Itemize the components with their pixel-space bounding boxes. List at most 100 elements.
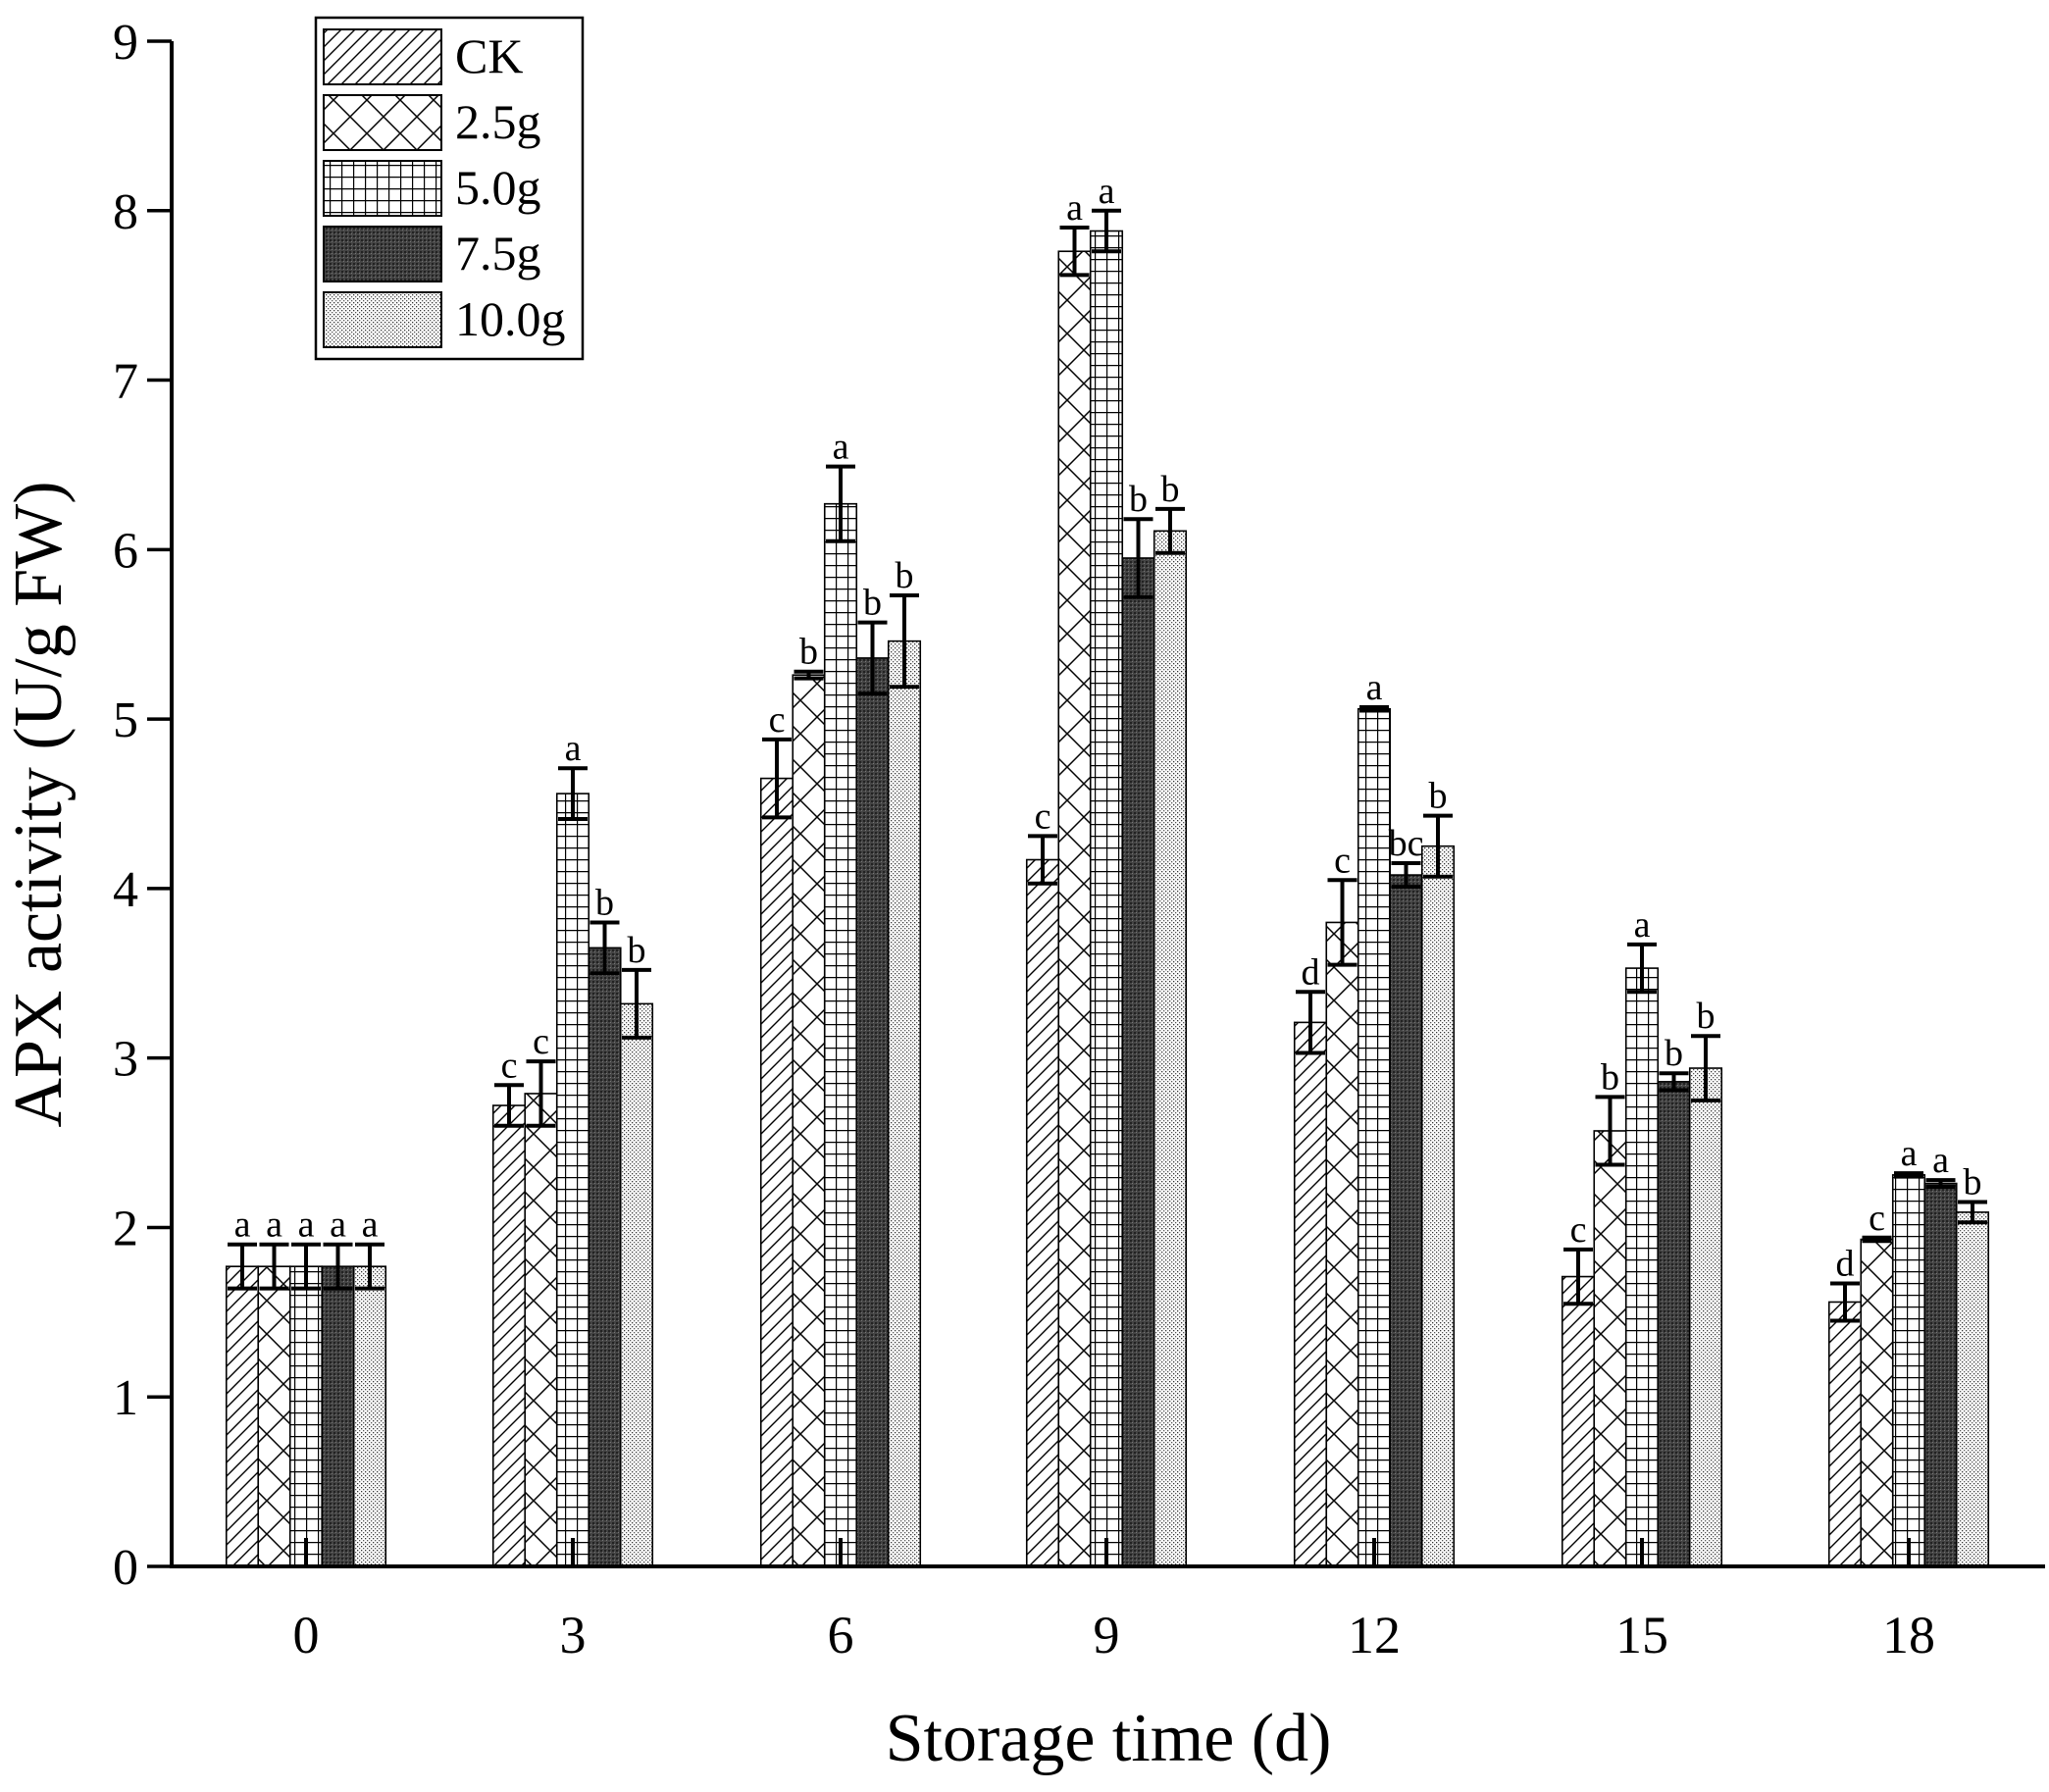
y-tick-label: 5 [113, 692, 138, 748]
legend-swatch [323, 94, 442, 151]
y-axis-title: APX activity (U/g FW) [1, 481, 77, 1127]
legend-swatch [323, 160, 442, 217]
bar [1593, 1130, 1627, 1567]
significance-letter: b [1697, 996, 1716, 1037]
significance-letter: a [330, 1204, 346, 1246]
significance-letter: b [1601, 1056, 1619, 1098]
significance-letter: a [1901, 1133, 1918, 1174]
y-tick-label: 9 [113, 15, 138, 71]
y-tick-label: 1 [113, 1370, 138, 1426]
bar [588, 947, 622, 1567]
legend-label: 10.0g [455, 291, 566, 346]
significance-letter: b [595, 882, 614, 923]
significance-letter: c [1035, 795, 1051, 837]
significance-letter: a [1066, 187, 1083, 229]
significance-letter: c [1570, 1209, 1587, 1251]
bar [1923, 1182, 1958, 1567]
significance-letter: a [1634, 904, 1651, 946]
significance-letter: b [799, 632, 818, 673]
y-tick-label: 2 [113, 1201, 138, 1256]
x-tick-label: 3 [560, 1606, 587, 1664]
legend-swatch [323, 226, 442, 282]
bar [257, 1265, 291, 1567]
significance-letter: a [1099, 171, 1115, 212]
x-tick-label: 15 [1615, 1606, 1668, 1664]
bar [1827, 1301, 1863, 1567]
bar [1025, 858, 1060, 1567]
significance-letter: d [1302, 951, 1320, 993]
y-tick-label: 0 [113, 1540, 138, 1596]
significance-letter: bc [1389, 823, 1424, 864]
bar [759, 777, 794, 1567]
significance-letter: a [1366, 667, 1383, 708]
bar [1657, 1081, 1691, 1567]
bar [1325, 921, 1359, 1567]
y-axis-ticks: 0 1 2 3 4 5 6 7 8 9 [113, 15, 172, 1596]
bar [1389, 874, 1423, 1567]
bar [1089, 230, 1124, 1567]
y-tick-label: 7 [113, 354, 138, 410]
bar [1153, 530, 1188, 1567]
bar [887, 640, 922, 1567]
significance-letter: a [234, 1204, 251, 1246]
significance-letter: a [266, 1204, 282, 1246]
bar [619, 1002, 654, 1567]
significance-letter: d [1836, 1243, 1855, 1284]
significance-letter: a [362, 1204, 379, 1246]
bar [792, 674, 826, 1567]
legend-label: 7.5g [455, 226, 541, 281]
significance-letter: b [863, 583, 882, 624]
x-tick-label: 0 [293, 1606, 320, 1664]
y-tick-label: 3 [113, 1032, 138, 1088]
bar [1891, 1174, 1926, 1567]
bar [1860, 1238, 1894, 1567]
bar [1420, 845, 1456, 1567]
significance-letter: b [628, 930, 646, 971]
significance-letter: c [769, 699, 786, 741]
significance-letter: a [1932, 1140, 1949, 1181]
significance-letter: b [896, 555, 914, 596]
x-axis-ticks: 0 3 6 9 12 15 18 [293, 1538, 1935, 1664]
bar [823, 502, 858, 1567]
bar [524, 1093, 558, 1567]
bar [1293, 1021, 1328, 1567]
legend-swatch [323, 291, 442, 348]
x-tick-label: 6 [828, 1606, 854, 1664]
bar [1955, 1211, 1990, 1567]
legend-swatch [323, 28, 442, 85]
legend: CK 2.5g 5.0g 7.5g 10.0g [314, 16, 585, 361]
legend-label: 5.0g [455, 160, 541, 215]
y-tick-label: 6 [113, 523, 138, 579]
significance-letter: b [1665, 1033, 1683, 1074]
bar [855, 657, 890, 1567]
bar [1624, 967, 1660, 1567]
significance-letter: a [298, 1204, 315, 1246]
significance-letter: c [1869, 1198, 1885, 1239]
significance-letter: c [1334, 840, 1351, 881]
bar [225, 1265, 260, 1567]
bar [491, 1104, 527, 1567]
bar [555, 793, 590, 1567]
significance-letter: b [1161, 469, 1180, 510]
bar [1057, 250, 1092, 1567]
significance-letter: b [1129, 479, 1148, 520]
x-tick-label: 18 [1882, 1606, 1935, 1664]
significance-letter: b [1429, 776, 1448, 817]
bar [1688, 1067, 1723, 1567]
significance-letter: b [1964, 1162, 1982, 1203]
x-tick-label: 9 [1094, 1606, 1120, 1664]
significance-letter: c [533, 1021, 549, 1062]
significance-letter: a [565, 728, 582, 769]
legend-label: CK [455, 28, 523, 83]
x-tick-label: 12 [1348, 1606, 1401, 1664]
y-tick-label: 8 [113, 184, 138, 240]
legend-label: 2.5g [455, 94, 541, 149]
bar [352, 1265, 387, 1567]
bar [288, 1265, 324, 1567]
bar [1357, 707, 1392, 1567]
x-axis-title: Storage time (d) [886, 1701, 1332, 1776]
